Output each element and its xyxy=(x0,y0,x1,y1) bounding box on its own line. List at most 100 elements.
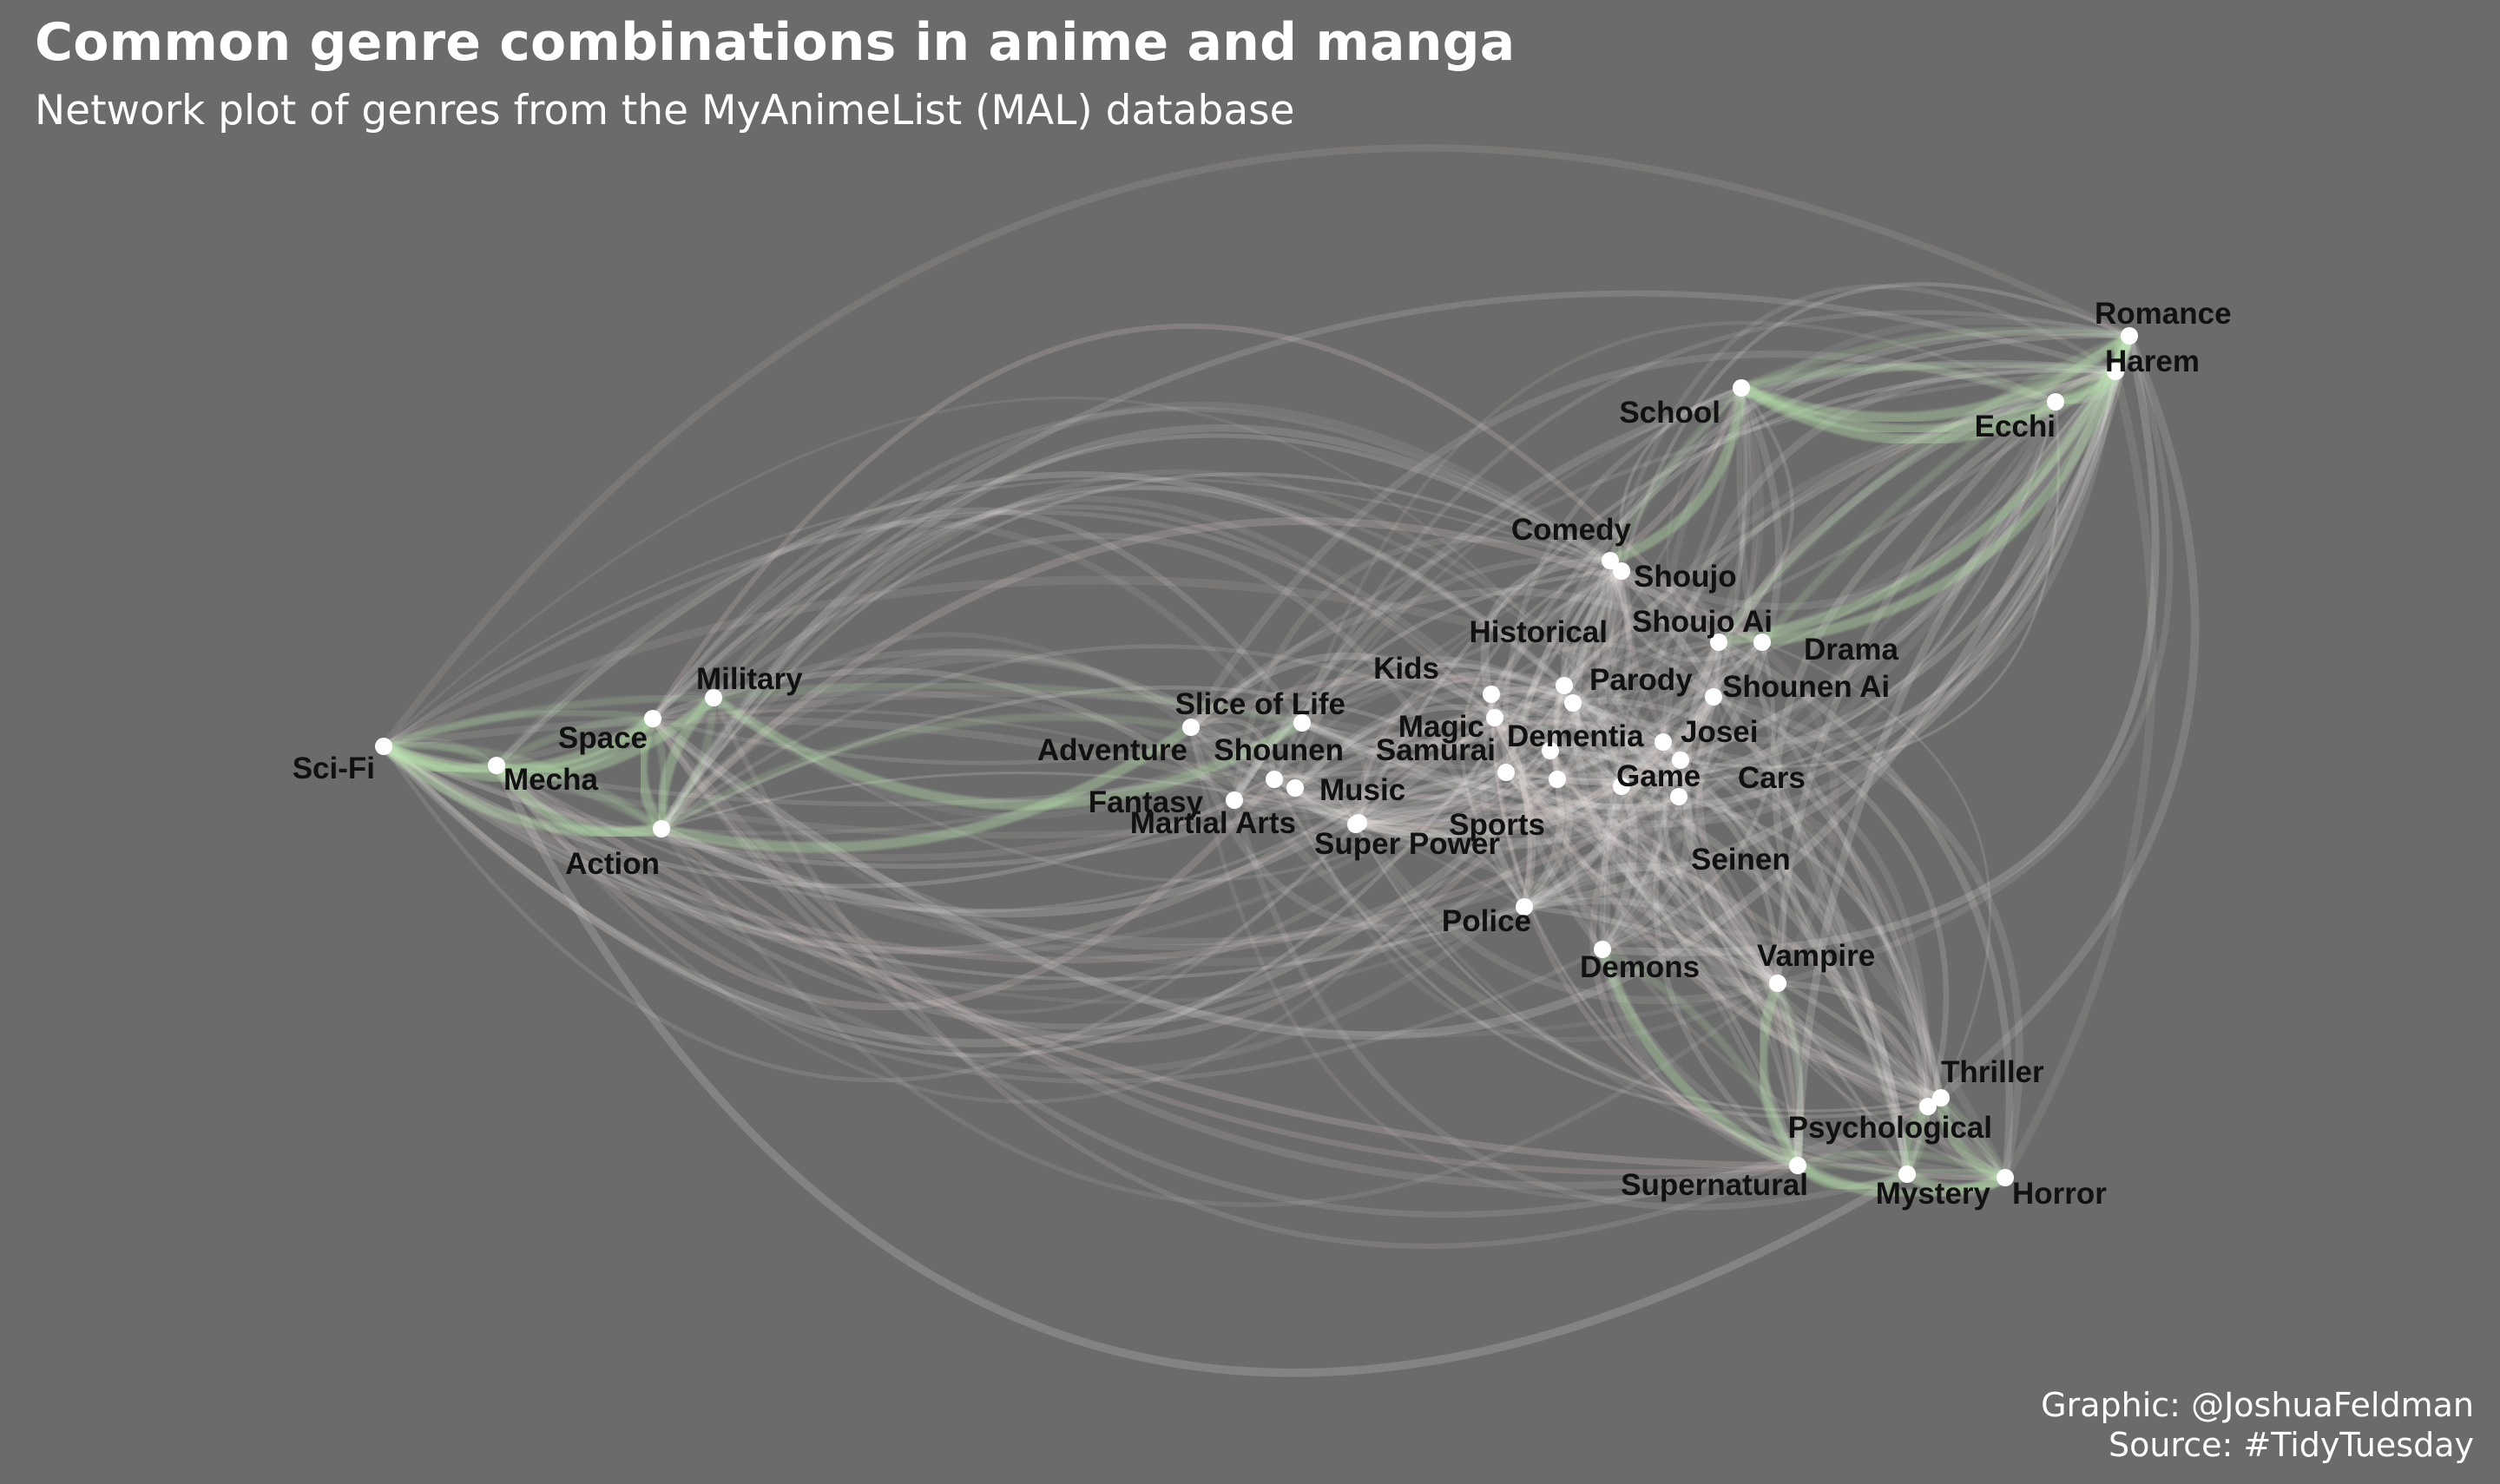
strong-edge-drama-romance-0 xyxy=(1757,331,2135,647)
node-super-power xyxy=(1347,816,1365,833)
edge-247 xyxy=(1617,782,1945,1102)
node-cars xyxy=(1672,752,1689,769)
edge-261 xyxy=(1676,367,2120,765)
edge-76 xyxy=(1299,662,1576,726)
node-label-drama: Drama xyxy=(1804,633,1898,666)
edge-180 xyxy=(1490,713,1802,1170)
edge-181 xyxy=(1492,715,1910,1177)
node-label-shounen-ai: Shounen Ai xyxy=(1722,670,1890,704)
node-label-parody: Parody xyxy=(1589,663,1693,697)
edge-294 xyxy=(1597,567,1945,1102)
edge-45 xyxy=(651,708,1526,909)
edge-107 xyxy=(1271,771,1781,987)
edge-24 xyxy=(493,699,1576,991)
edge-185 xyxy=(1503,770,1681,810)
edge-243 xyxy=(1620,370,2117,788)
edge-139 xyxy=(1354,792,1683,847)
edge-299 xyxy=(1518,557,1614,953)
node-label-martial-arts: Martial Arts xyxy=(1130,806,1296,840)
edge-137 xyxy=(1357,774,1623,824)
node-shounen xyxy=(1266,771,1283,788)
edge-126 xyxy=(1292,704,1625,791)
edge-141 xyxy=(1354,556,1615,827)
edge-33 xyxy=(649,507,1306,726)
strong-edge-action-adventure-1 xyxy=(657,712,1195,833)
edge-75 xyxy=(1299,719,1370,828)
edge-233 xyxy=(1547,747,1611,953)
strong-edge-comedy-school-1 xyxy=(1606,384,1746,565)
edge-66 xyxy=(657,516,1766,833)
edge-194 xyxy=(1535,682,1568,754)
edge-26 xyxy=(494,748,1553,1104)
node-label-seinen: Seinen xyxy=(1691,843,1791,877)
edge-170 xyxy=(1490,713,1562,784)
node-label-harem: Harem xyxy=(2105,345,2200,378)
node-military xyxy=(705,689,722,706)
strong-edge-supernatural-horror-0 xyxy=(1793,1160,2010,1200)
chart-title: Common genre combinations in anime and m… xyxy=(35,12,1516,73)
edge-174 xyxy=(1493,716,1681,818)
edge-65 xyxy=(658,469,1684,832)
edge-110 xyxy=(1272,763,1800,1168)
node-label-action: Action xyxy=(565,847,660,881)
edge-22 xyxy=(492,520,1363,827)
edge-144 xyxy=(1352,769,1510,828)
edge-147 xyxy=(1353,748,1553,831)
node-label-demons: Demons xyxy=(1580,950,1700,984)
edge-206 xyxy=(1570,700,1666,756)
edge-80 xyxy=(1299,332,2133,811)
edge-58 xyxy=(657,654,1299,833)
edge-125 xyxy=(1292,769,1510,844)
edge-297 xyxy=(1608,284,2118,563)
edge-62 xyxy=(657,713,1499,917)
edge-187 xyxy=(1502,384,1745,776)
node-psychological xyxy=(1919,1098,1937,1115)
edge-293 xyxy=(1617,567,1839,988)
node-label-cars: Cars xyxy=(1738,761,1806,795)
edge-298 xyxy=(1460,558,1613,909)
edge-207 xyxy=(1570,700,1683,763)
edge-302 xyxy=(1600,385,1747,952)
edge-11 xyxy=(382,477,1623,748)
edge-282 xyxy=(1716,385,1794,645)
edge-118 xyxy=(1232,568,1624,803)
strong-edge-drama-romance-1 xyxy=(1758,332,2134,647)
edge-322 xyxy=(1774,980,1926,1178)
edge-78 xyxy=(1298,567,1626,751)
edge-273 xyxy=(1520,693,1718,911)
node-label-adventure: Adventure xyxy=(1037,733,1188,767)
edge-165 xyxy=(1488,691,1533,910)
edge-252 xyxy=(1658,317,2134,746)
edge-28 xyxy=(493,471,1682,800)
edge-278 xyxy=(1600,640,1776,952)
edge-105 xyxy=(1272,385,1744,782)
edge-16 xyxy=(381,744,1527,982)
edge-117 xyxy=(1231,639,1766,816)
edge-223 xyxy=(1520,775,1565,911)
edge-275 xyxy=(1710,693,1950,1178)
edge-88 xyxy=(1188,725,1624,838)
node-magic xyxy=(1486,709,1503,726)
node-police xyxy=(1516,898,1533,916)
node-label-military: Military xyxy=(696,662,803,696)
edge-138 xyxy=(1356,719,1666,825)
edge-179 xyxy=(1491,714,1931,1110)
node-label-comedy: Comedy xyxy=(1511,513,1632,547)
edge-155 xyxy=(1354,823,1943,1113)
edge-15 xyxy=(381,369,2118,807)
strong-edge-sci-fi-action-1 xyxy=(379,741,666,833)
edge-309 xyxy=(1520,332,2134,911)
edge-30 xyxy=(493,762,1801,1170)
edge-12 xyxy=(381,558,1613,1058)
edge-228 xyxy=(1547,735,1667,754)
edge-315 xyxy=(1520,862,1782,988)
edge-161 xyxy=(1489,692,1683,765)
edge-71 xyxy=(657,367,2120,946)
node-thriller xyxy=(1932,1089,1950,1106)
edge-123 xyxy=(1231,797,1911,1211)
edge-36 xyxy=(650,504,1497,721)
edge-48 xyxy=(648,714,1802,1190)
edge-111 xyxy=(1233,774,1358,826)
edge-193 xyxy=(1552,683,1567,782)
